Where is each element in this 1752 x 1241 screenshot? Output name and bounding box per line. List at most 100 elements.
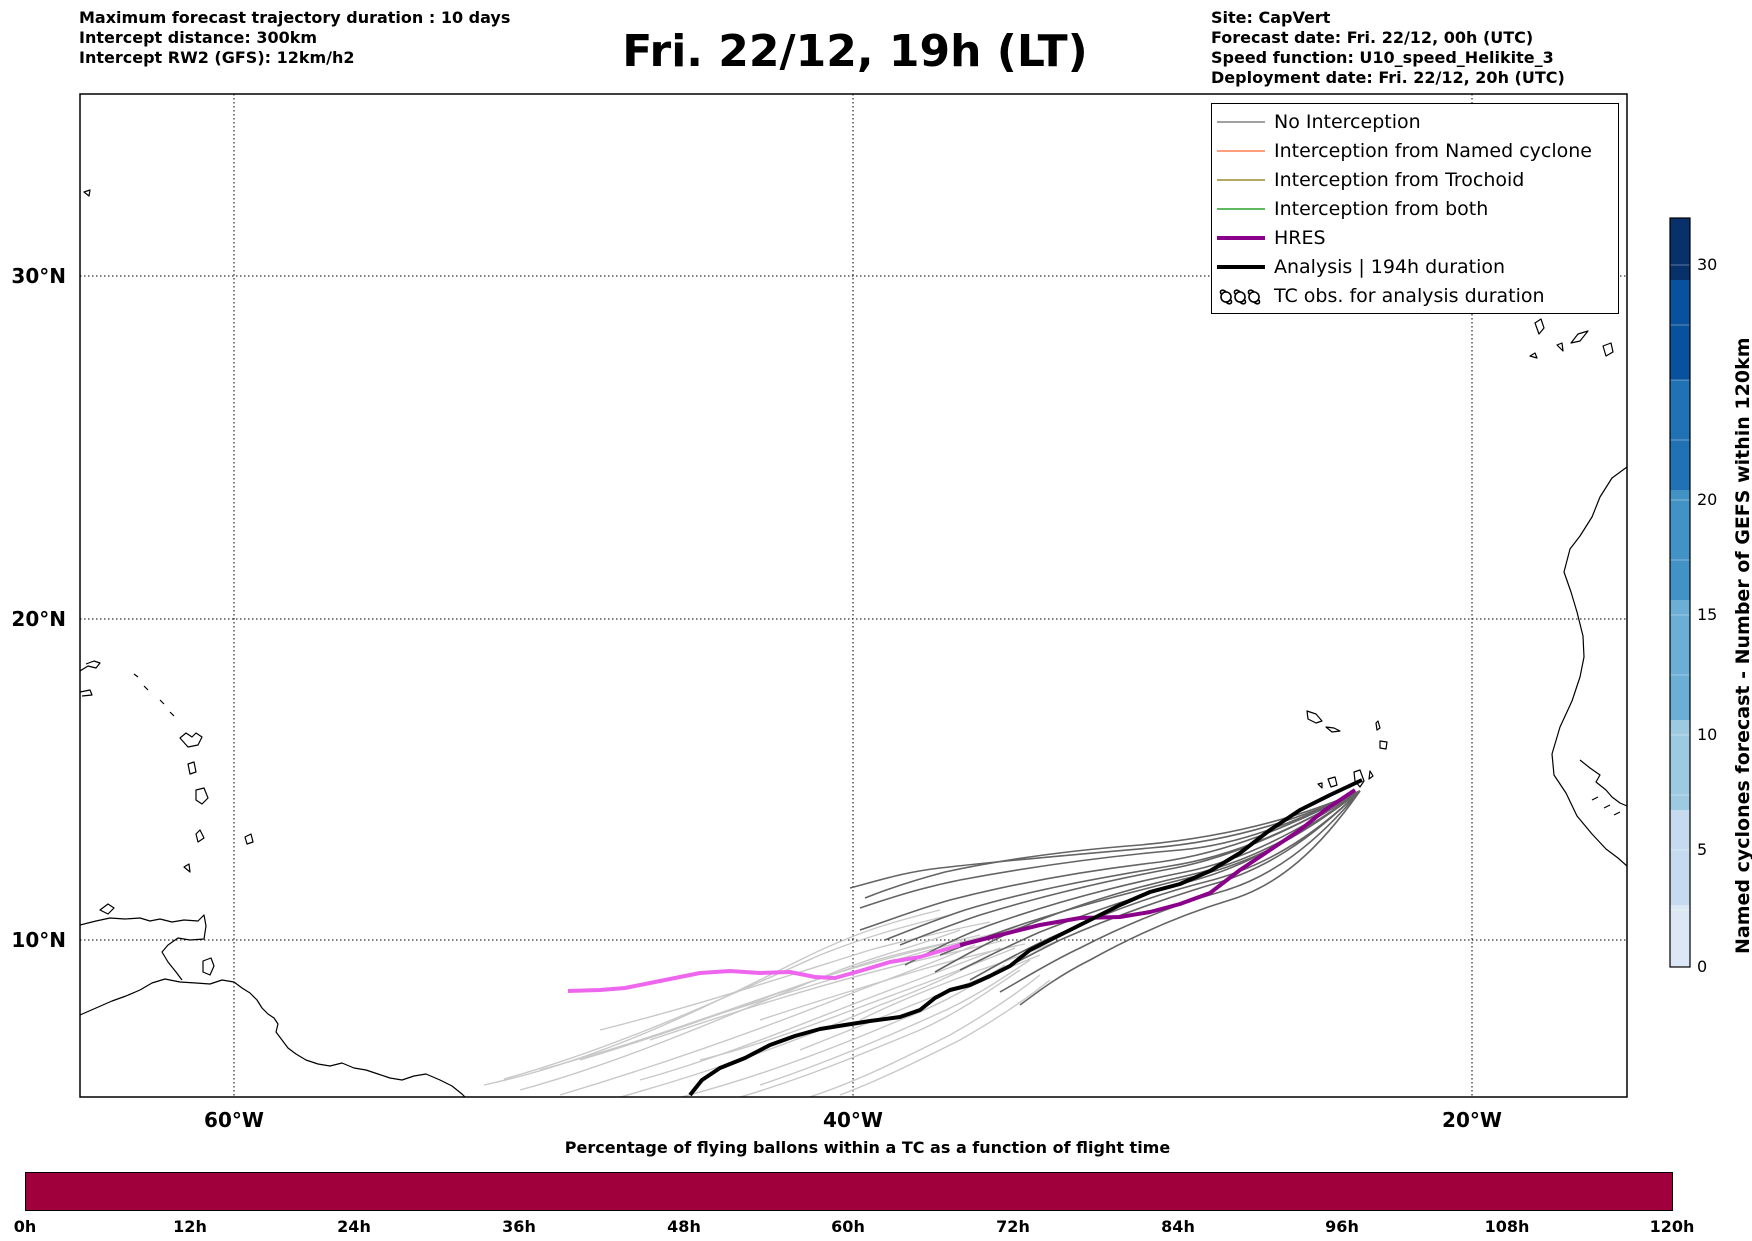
lesser-antilles-small <box>133 673 175 717</box>
map-frame <box>79 93 1628 1098</box>
vcb-band-4 <box>1670 490 1690 600</box>
legend-sample-grey-line <box>1217 121 1265 123</box>
legend-item-no-interception: No Interception <box>1212 107 1618 136</box>
south-america-coast <box>80 978 466 1097</box>
deployment-date-text: Deployment date: Fri. 22/12, 20h (UTC) <box>1211 68 1565 87</box>
site-info: Site: CapVert Forecast date: Fri. 22/12,… <box>1211 8 1565 88</box>
canary-island-5 <box>1529 352 1538 359</box>
ensemble-trajectory-late <box>579 934 981 1061</box>
vcb-tick-10: 10 <box>1697 725 1718 744</box>
vertical-colorbar <box>1669 217 1691 968</box>
hres-trajectory-early <box>959 788 1357 947</box>
st-vincent-island <box>183 863 191 873</box>
hcb-tick-36h: 36h <box>502 1217 536 1236</box>
map-legend: No Interception Interception from Named … <box>1211 103 1619 314</box>
vcb-tick-20: 20 <box>1697 490 1718 509</box>
canary-island-4 <box>1602 342 1614 357</box>
vcb-tick-5: 5 <box>1697 840 1708 859</box>
ensemble-trajectory-early <box>979 790 1361 983</box>
legend-sample-black-line <box>1217 265 1265 269</box>
lat-label-10n: 10°N <box>11 928 66 952</box>
legend-sample-orange-line <box>1217 150 1265 152</box>
ensemble-trajectory-late <box>839 979 1051 1096</box>
dominica-island <box>187 761 197 775</box>
legend-item-both: Interception from both <box>1212 194 1618 223</box>
lon-label-40w: 40°W <box>823 1108 883 1132</box>
canary-island-2 <box>1556 342 1564 352</box>
cape-verde-sal <box>1375 720 1381 731</box>
ensemble-trajectories-late <box>483 909 1061 1097</box>
ensemble-trajectory-early <box>904 790 1361 966</box>
ensemble-trajectory-late <box>649 939 1006 1041</box>
ensemble-trajectory-early <box>969 790 1361 981</box>
ensemble-trajectory-late <box>737 969 1021 1097</box>
hcb-tick-72h: 72h <box>996 1217 1030 1236</box>
trinidad-island <box>202 957 215 976</box>
legend-sample-purple-line <box>1217 236 1265 240</box>
bijagos-islands <box>1591 796 1621 816</box>
barbados-island <box>244 833 254 845</box>
vcb-band-1 <box>1670 810 1690 905</box>
analysis-trajectory <box>688 778 1363 1097</box>
cape-verde-santiago <box>1353 769 1365 788</box>
vcb-band-7 <box>1670 218 1690 280</box>
ensemble-trajectory-late <box>859 939 1061 1021</box>
martinique-island <box>195 787 209 805</box>
st-lucia-island <box>195 829 205 843</box>
legend-label: HRES <box>1274 227 1326 249</box>
ensemble-trajectory-early <box>864 790 1361 899</box>
hcb-tick-108h: 108h <box>1484 1217 1530 1236</box>
vcb-band-6 <box>1670 280 1690 380</box>
ensemble-trajectory-late <box>599 921 991 1031</box>
legend-label: Interception from Trochoid <box>1274 169 1525 191</box>
lat-label-30n: 30°N <box>11 264 66 288</box>
hcb-tick-48h: 48h <box>667 1217 701 1236</box>
hcb-tick-24h: 24h <box>337 1217 371 1236</box>
legend-sample-green-line <box>1217 208 1265 210</box>
ensemble-trajectory-late <box>618 954 991 1097</box>
intercept-rw2-text: Intercept RW2 (GFS): 12km/h2 <box>79 48 355 67</box>
ensemble-trajectory-late <box>807 974 1041 1097</box>
hcb-caption: Percentage of flying ballons within a TC… <box>564 1138 1171 1157</box>
legend-label: Interception from both <box>1274 198 1489 220</box>
intercept-distance-text: Intercept distance: 300km <box>79 28 318 47</box>
legend-label: No Interception <box>1274 111 1421 133</box>
legend-item-hres: HRES <box>1212 223 1618 252</box>
hcb-tick-12h: 12h <box>173 1217 207 1236</box>
vcb-band-3 <box>1670 600 1690 720</box>
vcb-tick-15: 15 <box>1697 605 1718 624</box>
ensemble-trajectory-early <box>1019 790 1361 1006</box>
page-title: Fri. 22/12, 19h (LT) <box>622 26 1088 77</box>
hcb-tick-120h: 120h <box>1649 1217 1695 1236</box>
cape-verde-brava <box>1317 782 1323 789</box>
site-text: Site: CapVert <box>1211 8 1331 27</box>
forecast-settings: Maximum forecast trajectory duration : 1… <box>79 8 510 68</box>
legend-item-named-cyclone: Interception from Named cyclone <box>1212 136 1618 165</box>
guinea-coast <box>1579 759 1627 807</box>
venezuela-coast <box>80 914 207 981</box>
legend-item-tc-obs: TC obs. for analysis duration <box>1212 281 1618 310</box>
legend-item-trochoid: Interception from Trochoid <box>1212 165 1618 194</box>
legend-sample-olive-line <box>1217 179 1265 181</box>
hispaniola-coast <box>80 660 101 672</box>
ensemble-trajectory-late <box>759 959 1031 1086</box>
speed-function-text: Speed function: U10_speed_Helikite_3 <box>1211 48 1554 67</box>
cape-verde-fogo <box>1327 776 1338 788</box>
vcb-title: Named cyclones forecast - Number of GEFS… <box>1732 337 1752 954</box>
hcb-tick-60h: 60h <box>831 1217 865 1236</box>
vcb-band-5 <box>1670 380 1690 490</box>
lon-label-60w: 60°W <box>204 1108 264 1132</box>
legend-item-analysis: Analysis | 194h duration <box>1212 252 1618 281</box>
vcb-ticks <box>1670 264 1690 911</box>
puerto-rico-island <box>80 689 93 697</box>
ensemble-trajectory-late <box>678 964 1006 1097</box>
cape-verde-sao-nicolau <box>1325 726 1341 733</box>
canary-island-3 <box>1570 330 1589 344</box>
lat-label-20n: 20°N <box>11 607 66 631</box>
hres-trajectory-late <box>567 943 961 993</box>
ensemble-trajectory-late <box>759 943 1026 1021</box>
vcb-tick-30: 30 <box>1697 255 1718 274</box>
ensemble-trajectory-late <box>559 944 976 1096</box>
vcb-band-0 <box>1670 905 1690 967</box>
vcb-tick-0: 0 <box>1697 957 1708 976</box>
